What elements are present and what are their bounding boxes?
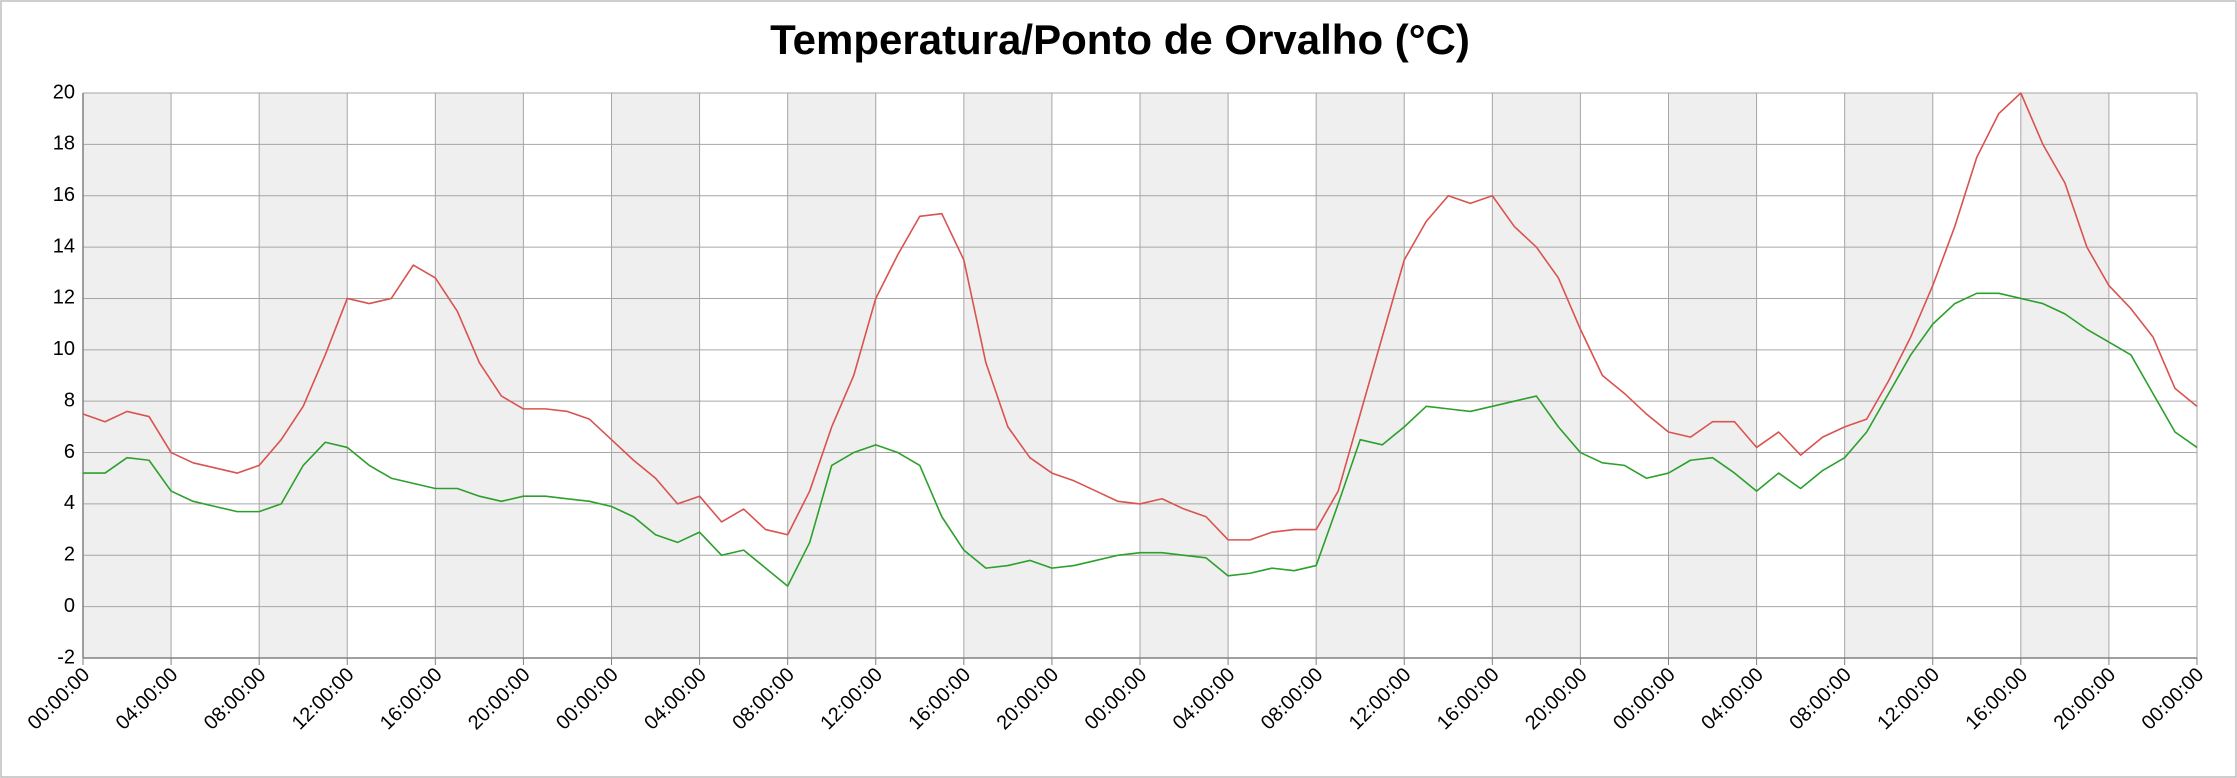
time-band (435, 93, 524, 658)
y-tick-label: 16 (53, 184, 75, 206)
time-band (963, 93, 1052, 658)
y-tick-label: 12 (53, 287, 75, 309)
y-tick-label: 18 (53, 133, 75, 155)
y-tick-label: -2 (57, 646, 75, 668)
y-tick-label: 8 (64, 389, 75, 411)
time-band (83, 93, 172, 658)
time-band (1140, 93, 1229, 658)
y-tick-label: 2 (64, 544, 75, 566)
time-band (787, 93, 876, 658)
y-tick-label: 20 (53, 81, 75, 103)
y-tick-label: 0 (64, 595, 75, 617)
time-band (259, 93, 348, 658)
data-line (83, 292, 2198, 587)
data-line (82, 92, 2198, 541)
time-band (1316, 93, 1405, 658)
time-band (2020, 93, 2109, 658)
y-tick-label: 10 (53, 338, 75, 360)
time-band (611, 93, 700, 658)
time-band (1492, 93, 1581, 658)
time-band (1844, 93, 1933, 658)
y-tick-label: 14 (53, 235, 75, 257)
y-tick-label: 4 (64, 492, 75, 514)
y-tick-label: 6 (64, 441, 75, 463)
time-band (1668, 93, 1757, 658)
chart-title: Temperatura/Ponto de Orvalho (°C) (770, 16, 1470, 63)
